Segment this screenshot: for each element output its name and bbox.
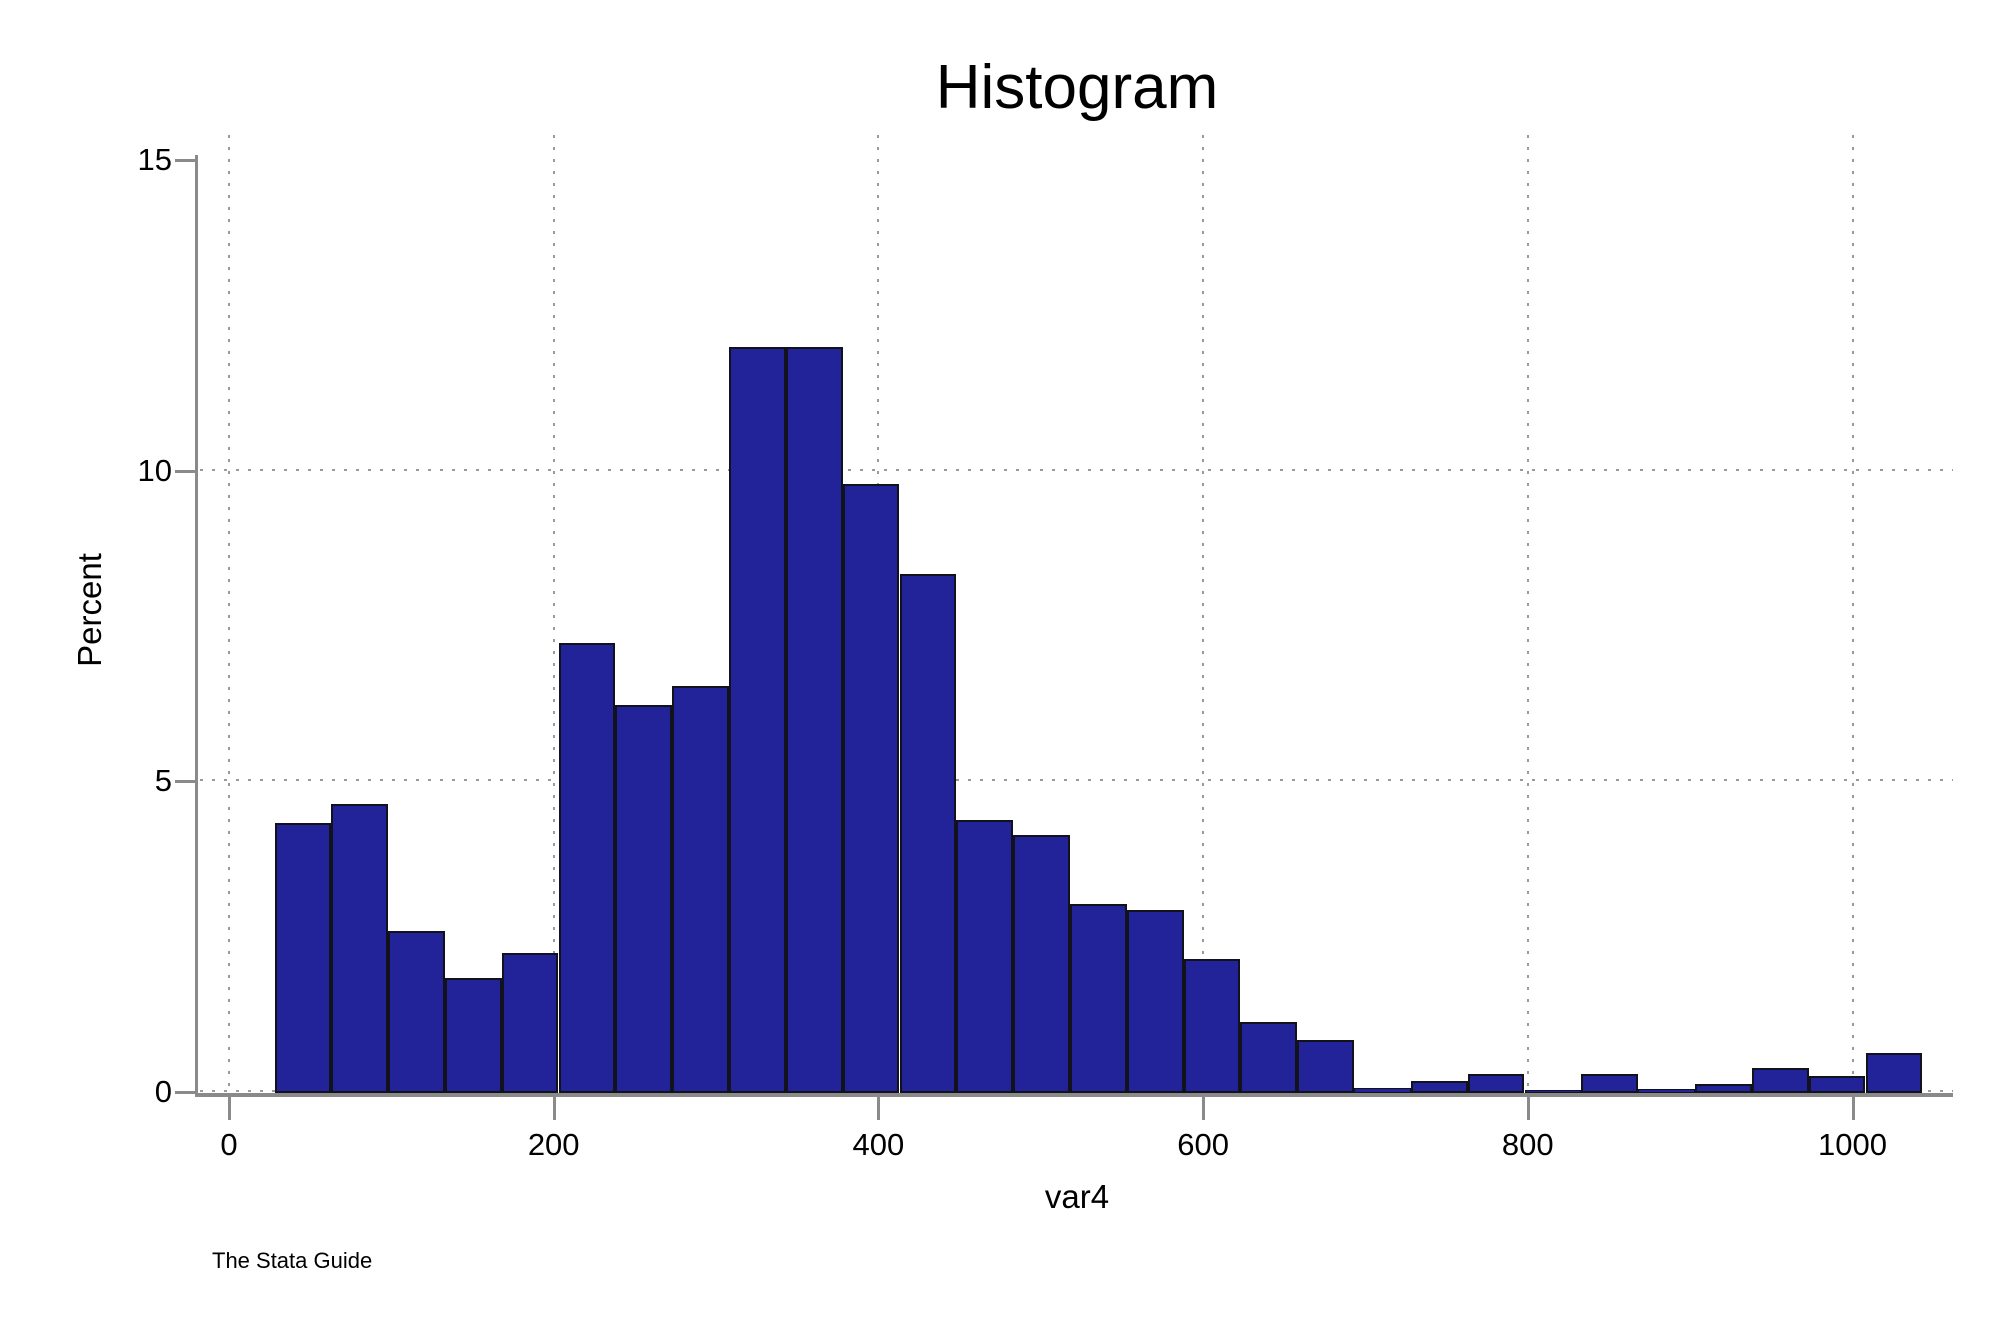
bar [1013,835,1070,1093]
bar [1410,1081,1468,1093]
y-tick-mark [175,469,197,473]
x-tick-label: 0 [220,1127,238,1162]
y-axis-line [195,155,198,1097]
bar [1751,1068,1809,1093]
bar [1297,1040,1355,1093]
bar [1808,1076,1866,1093]
x-tick-mark [228,1097,231,1120]
bar [1126,910,1184,1093]
bar [615,705,673,1093]
caption-text: The Stata Guide [212,1248,373,1273]
bar [1070,904,1127,1093]
bar [1695,1084,1752,1093]
x-tick-label: 800 [1501,1127,1554,1162]
vertical-gridline [1202,135,1205,1092]
y-tick-mark [175,159,197,163]
x-tick-mark [1851,1097,1855,1120]
x-tick-mark [1526,1097,1530,1120]
bar [444,978,502,1093]
bar [1183,959,1241,1093]
x-tick-label: 600 [1177,1127,1229,1162]
bar [1467,1074,1525,1093]
bar [1638,1089,1695,1093]
y-tick-mark [175,780,197,784]
horizontal-gridline [200,468,1953,471]
bar [1865,1053,1923,1093]
bar [1581,1074,1639,1093]
x-tick-mark [877,1097,881,1120]
bar [331,804,389,1093]
y-tick-label: 15 [137,142,172,178]
y-tick-mark [175,1091,197,1094]
x-tick-label: 400 [852,1127,905,1162]
bar [729,347,786,1093]
bar [899,574,957,1093]
bar [558,643,616,1093]
chart-title: Histogram [935,53,1219,122]
bar [1240,1022,1298,1093]
bar [274,823,332,1093]
vertical-gridline [228,135,230,1092]
bar [388,931,445,1093]
x-tick-mark [1202,1097,1206,1120]
y-tick-label: 10 [137,452,172,488]
x-axis-line [195,1093,1953,1097]
vertical-gridline [1526,135,1529,1092]
bar [1354,1088,1411,1093]
x-tick-label: 200 [527,1127,580,1162]
vertical-gridline [1851,135,1854,1092]
x-tick-label: 1000 [1818,1127,1887,1162]
bar [1524,1090,1582,1093]
horizontal-gridline [200,779,1953,782]
bar [842,484,900,1093]
bar [501,953,559,1093]
x-tick-mark [552,1097,556,1120]
y-tick-label: 0 [154,1074,172,1109]
y-tick-label: 5 [154,763,172,799]
bar [956,820,1014,1093]
bar [785,347,843,1093]
vertical-gridline [552,135,555,1092]
x-axis-title: var4 [1044,1178,1110,1215]
bar [672,686,729,1093]
